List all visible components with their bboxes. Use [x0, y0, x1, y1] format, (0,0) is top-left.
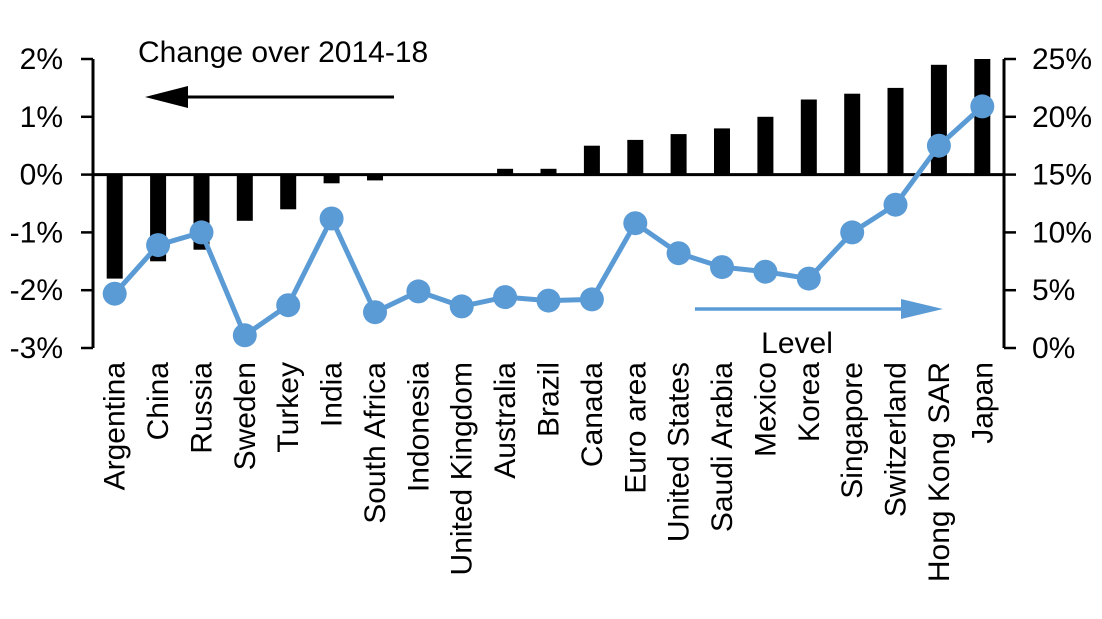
bar-argentina [106, 174, 123, 279]
level-marker-mexico [753, 259, 778, 284]
category-labels-group: Argentina China Russia Sweden Turkey India Sou… [99, 362, 1000, 582]
left-arrow [145, 86, 394, 108]
category-label-singapore: Singapore [836, 362, 869, 499]
bar-united-states [670, 134, 687, 175]
left-axis-tick-label: -1% [10, 216, 63, 249]
bar-euro-area [627, 139, 644, 175]
level-marker-south-africa [363, 300, 387, 325]
category-label-china: China [142, 362, 175, 441]
category-label-indonesia: Indonesia [402, 362, 435, 492]
left-axis-tick-label: 1% [20, 101, 63, 134]
line-series-annotation-label: Level [761, 327, 833, 360]
level-marker-brazil [536, 288, 561, 313]
level-marker-canada [579, 287, 604, 312]
level-marker-united-states [666, 241, 691, 266]
bar-saudi-arabia [714, 128, 730, 175]
right-axis-tick-label: 20% [1032, 101, 1092, 134]
category-label-saudi-arabia: Saudi Arabia [706, 362, 739, 532]
category-label-india: India [316, 362, 349, 427]
level-marker-australia [493, 285, 518, 310]
bar-canada [583, 145, 600, 175]
category-label-euro-area: Euro area [619, 362, 652, 494]
category-label-united-states: United States [663, 362, 696, 542]
bar-australia [497, 168, 514, 175]
bar-turkey [280, 174, 297, 210]
left-axis-tick-label: 2% [20, 43, 63, 76]
category-label-sweden: Sweden [229, 362, 262, 470]
level-marker-euro-area [623, 211, 648, 236]
left-arrow-head-icon [145, 86, 188, 108]
bar-switzerland [887, 87, 904, 175]
right-arrow-head-icon [901, 299, 943, 319]
bar-series-group [106, 59, 991, 279]
level-marker-turkey [276, 293, 301, 318]
right-axis-tick-label: 5% [1032, 274, 1075, 307]
bar-series-annotation-label: Change over 2014-18 [138, 36, 428, 69]
left-axis-tick-label: 0% [20, 159, 63, 192]
level-marker-argentina [102, 281, 127, 306]
category-label-turkey: Turkey [272, 362, 305, 453]
category-label-russia: Russia [185, 362, 218, 454]
category-label-mexico: Mexico [749, 362, 782, 457]
axes-group: 2% 1% 0% -1% -2% -3% 25% 20% 15% 10% 5% 0% [10, 43, 1092, 365]
right-axis-tick-label: 0% [1032, 332, 1075, 365]
category-label-japan: Japan [966, 362, 999, 444]
category-label-brazil: Brazil [533, 362, 566, 437]
level-marker-russia [189, 220, 214, 245]
category-label-australia: Australia [489, 362, 522, 479]
level-marker-indonesia [406, 279, 431, 304]
level-marker-saudi-arabia [710, 255, 734, 280]
level-marker-china [146, 233, 171, 258]
category-label-south-africa: South Africa [359, 362, 392, 524]
level-marker-india [319, 206, 344, 231]
level-marker-korea [796, 266, 821, 291]
category-label-hong-kong-sar: Hong Kong SAR [923, 362, 956, 582]
bar-mexico [757, 116, 774, 175]
category-label-argentina: Argentina [99, 362, 132, 491]
level-marker-hong-kong-sar [926, 133, 951, 158]
right-arrow [695, 299, 943, 319]
bar-hong-kong-sar [930, 64, 947, 175]
level-marker-switzerland [883, 192, 908, 217]
left-axis-tick-label: -3% [10, 332, 63, 365]
category-label-korea: Korea [793, 362, 826, 442]
bar-sweden [236, 174, 253, 221]
line-series-group [102, 94, 995, 348]
level-marker-united-kingdom [449, 294, 474, 319]
bar-india [323, 174, 340, 184]
bar-singapore [844, 93, 861, 175]
bar-brazil [540, 168, 557, 175]
category-label-united-kingdom: United Kingdom [446, 362, 479, 575]
bar-korea [800, 99, 817, 175]
category-label-canada: Canada [576, 362, 609, 467]
right-axis-tick-label: 15% [1032, 159, 1092, 192]
level-marker-sweden [232, 323, 257, 348]
bar-south-africa [367, 174, 383, 181]
right-axis-tick-label: 25% [1032, 43, 1092, 76]
level-marker-japan [970, 94, 995, 119]
right-axis-tick-label: 10% [1032, 216, 1092, 249]
category-label-switzerland: Switzerland [880, 362, 913, 517]
left-axis-tick-label: -2% [10, 274, 63, 307]
level-marker-singapore [840, 220, 865, 245]
